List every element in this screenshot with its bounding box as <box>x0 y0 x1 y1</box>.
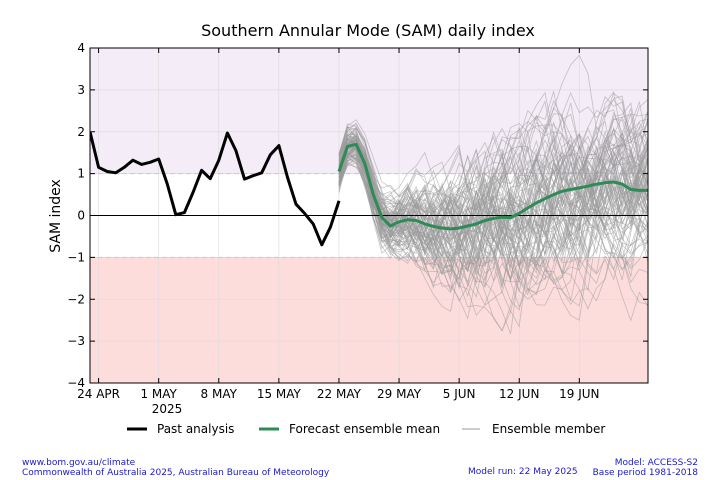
y-tick-label: 4 <box>77 41 85 55</box>
x-tick-label: 22 MAY <box>317 387 362 401</box>
y-axis-label: SAM index <box>48 179 64 253</box>
ensemble-member-line <box>338 125 648 290</box>
x-tick-label: 15 MAY <box>257 387 302 401</box>
ensemble-member-line <box>338 145 648 247</box>
y-tick-label: −3 <box>67 334 85 348</box>
y-tick-label: 3 <box>77 83 85 97</box>
model-name-text: Model: ACCESS-S2 <box>614 458 698 468</box>
ensemble-member-line <box>338 146 648 271</box>
ensemble-member-line <box>338 148 648 268</box>
footer-model-info: Model: ACCESS-S2 Base period 1981-2018 <box>593 458 698 478</box>
ensemble-member-line <box>338 146 648 292</box>
footer-attribution: www.bom.gov.au/climate Commonwealth of A… <box>22 458 329 478</box>
x-tick-label: 1 MAY <box>140 387 177 401</box>
ensemble-member-line <box>338 54 648 260</box>
main-series-lines <box>90 131 648 247</box>
ensemble-member-line <box>338 126 648 270</box>
legend-label-past: Past analysis <box>157 422 234 436</box>
ensemble-member-line <box>338 118 648 282</box>
y-tick-label: 2 <box>77 125 85 139</box>
chart-title: Southern Annular Mode (SAM) daily index <box>201 21 535 40</box>
x-tick-label: 29 MAY <box>377 387 422 401</box>
footer-url[interactable]: www.bom.gov.au/climate <box>22 458 136 468</box>
y-tick-label: −1 <box>67 250 85 264</box>
shading-bands <box>90 48 648 383</box>
y-axis: −4 −3 −2 −1 0 1 2 3 4 <box>67 41 648 390</box>
footer-model-run: Model run: 22 May 2025 <box>468 467 578 477</box>
ensemble-member-line <box>338 113 648 277</box>
y-tick-label: −2 <box>67 292 85 306</box>
legend: Past analysis Forecast ensemble mean Ens… <box>127 422 605 436</box>
ensemble-member-line <box>338 152 648 316</box>
y-tick-label: 1 <box>77 167 85 181</box>
base-period-text: Base period 1981-2018 <box>592 468 698 478</box>
ensemble-member-line <box>338 134 648 302</box>
y-tick-label: −4 <box>67 376 85 390</box>
model-run-text: Model run: 22 May 2025 <box>468 467 578 477</box>
forecast-mean-line <box>337 142 648 231</box>
negative-shading-band <box>90 257 648 383</box>
past-analysis-line <box>90 131 341 247</box>
ensemble-member-line <box>338 141 648 335</box>
ensemble-member-line <box>338 136 648 296</box>
footer-copyright: Commonwealth of Australia 2025, Australi… <box>22 468 330 478</box>
x-tick-label: 5 JUN <box>443 387 476 401</box>
ensemble-member-line <box>338 130 648 240</box>
ensemble-member-lines <box>338 54 648 335</box>
x-tick-label: 24 APR <box>77 387 120 401</box>
x-tick-label: 19 JUN <box>559 387 599 401</box>
x-tick-label: 12 JUN <box>499 387 539 401</box>
legend-label-member: Ensemble member <box>492 422 605 436</box>
year-label: 2025 <box>152 402 183 416</box>
ensemble-member-line <box>338 110 648 257</box>
y-tick-label: 0 <box>77 209 85 223</box>
legend-label-mean: Forecast ensemble mean <box>289 422 440 436</box>
x-axis: 24 APR 1 MAY 8 MAY 15 MAY 22 MAY 29 MAY 5 JUN 1… <box>77 48 600 401</box>
x-tick-label: 8 MAY <box>201 387 238 401</box>
